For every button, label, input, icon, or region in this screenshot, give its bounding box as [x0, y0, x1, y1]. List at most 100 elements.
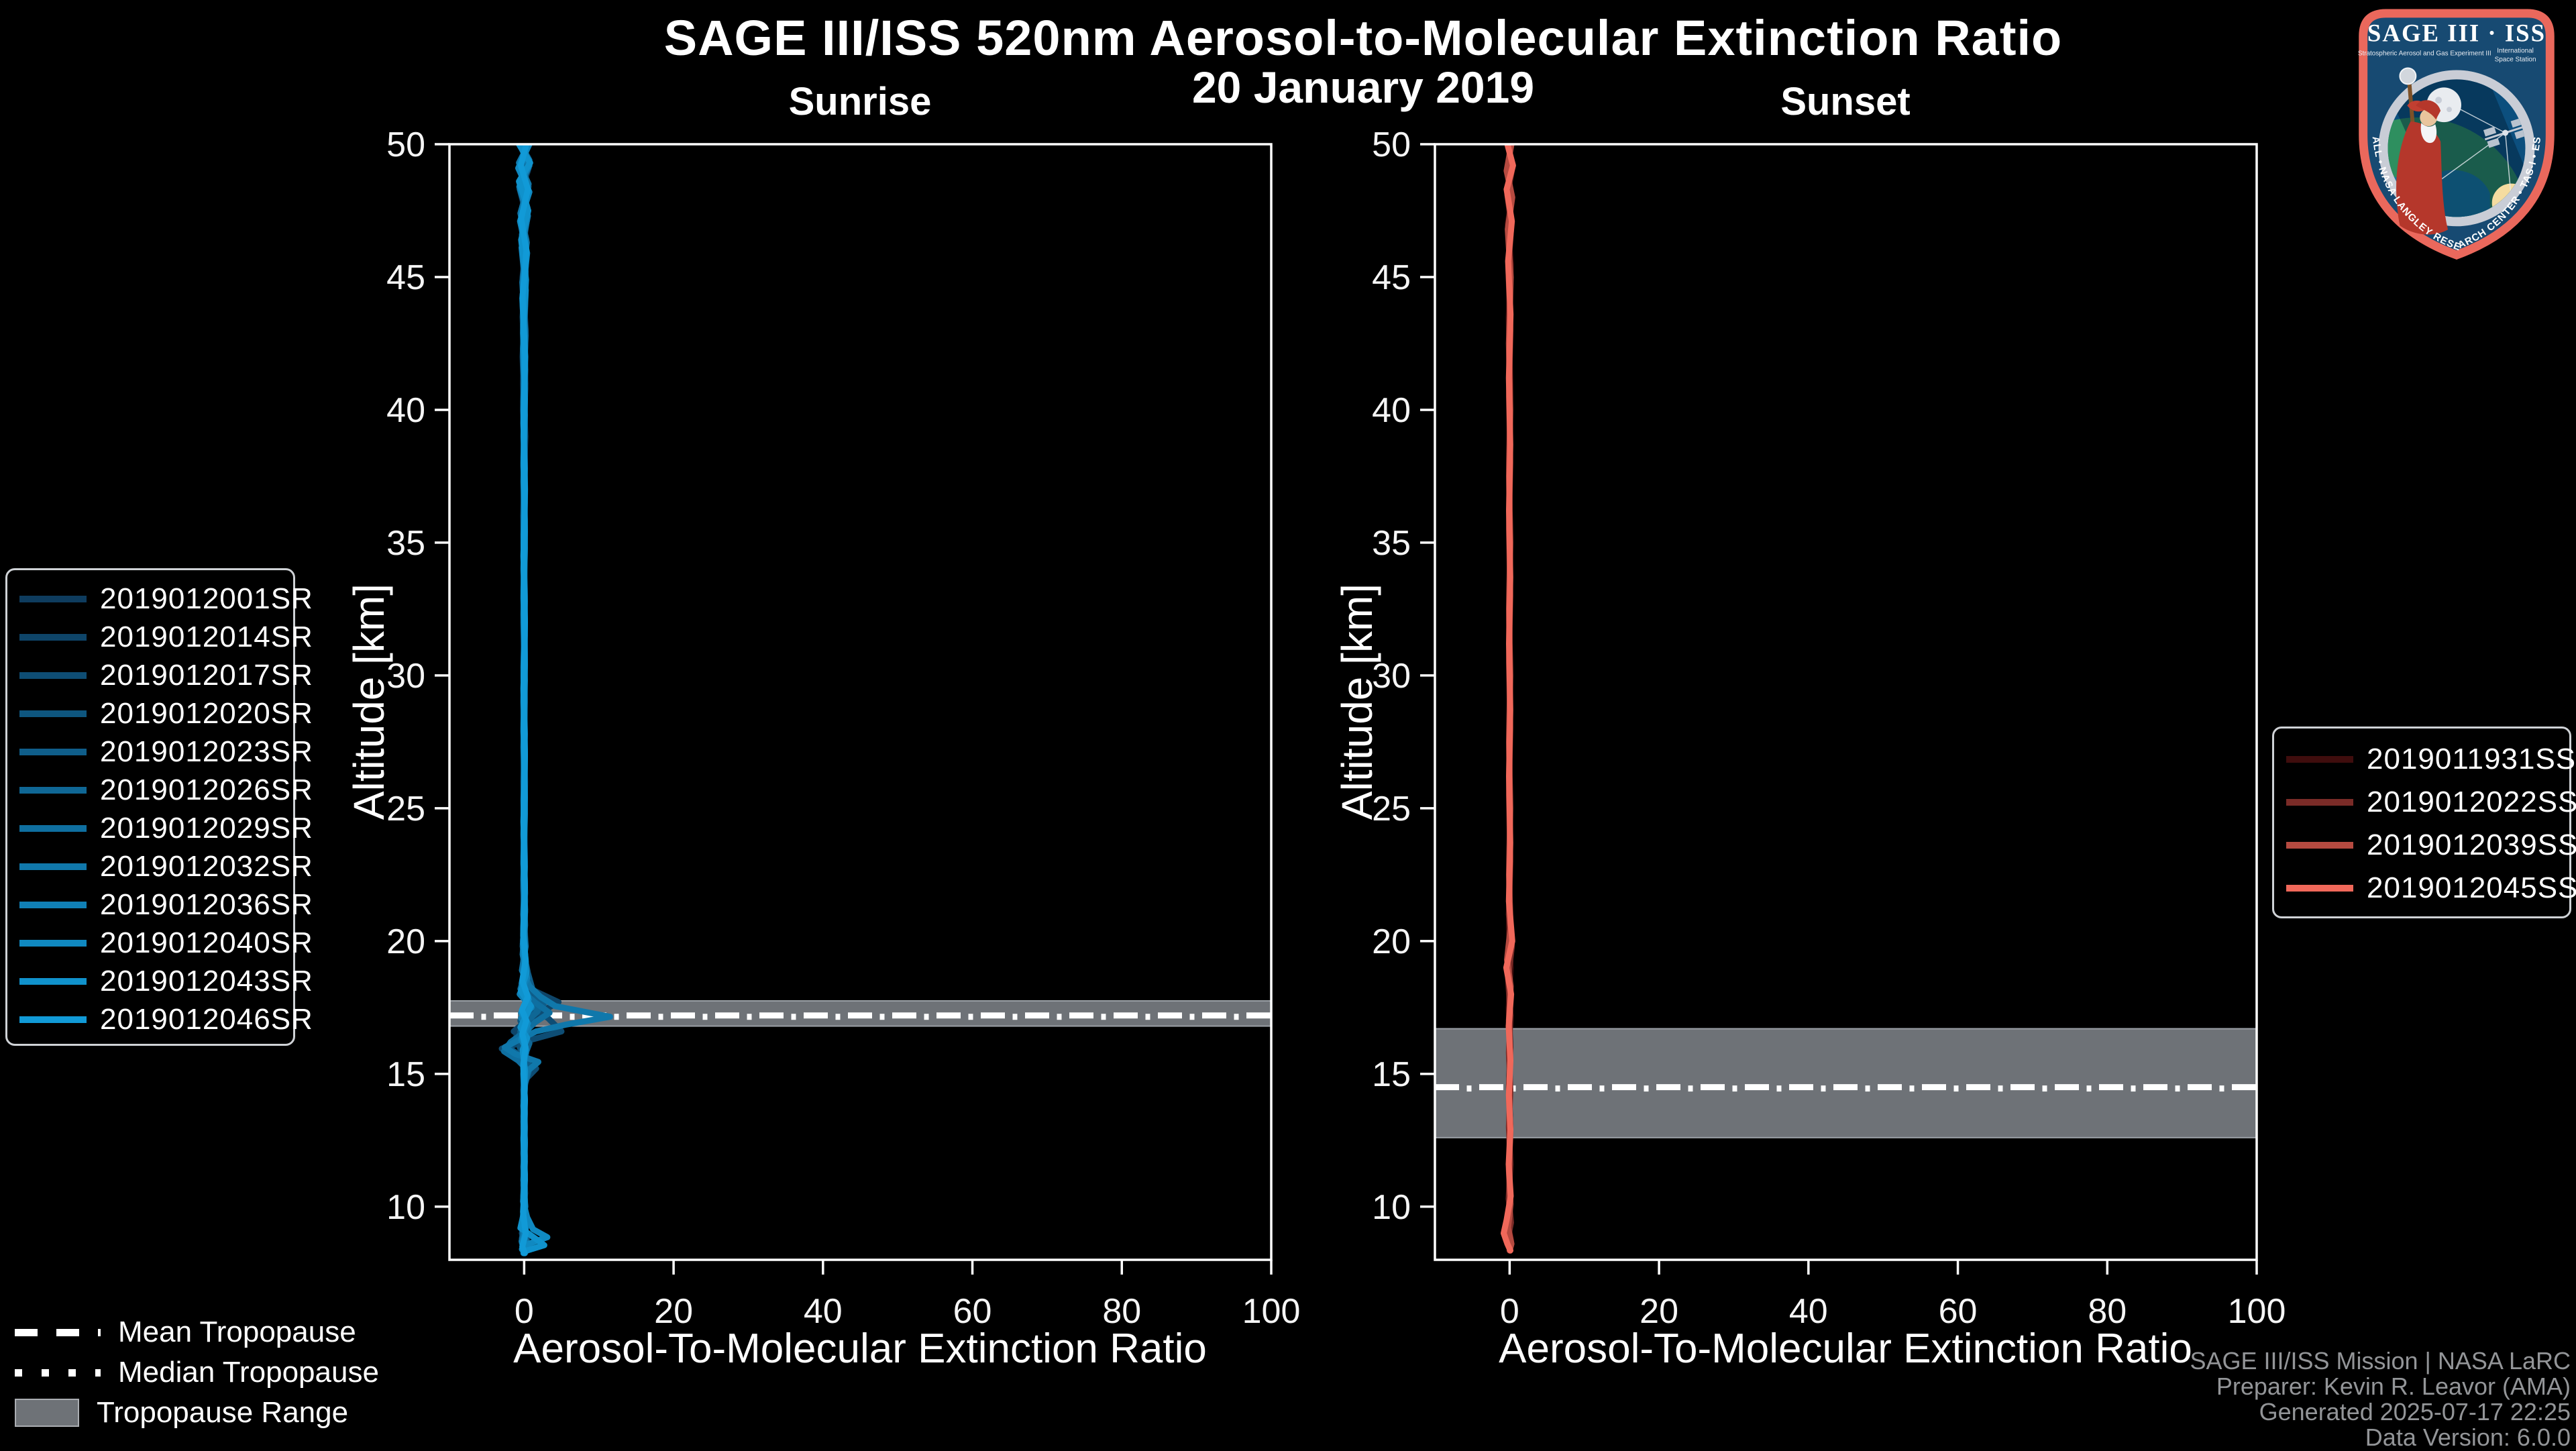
y-tick-label: 45	[386, 258, 425, 297]
x-tick-label: 0	[515, 1292, 534, 1331]
sunset-events-legend: 2019011931SS 2019012022SS 2019012039SS 2019…	[2272, 727, 2576, 918]
legend-event-label: 2019012017SR	[100, 658, 313, 692]
legend-item: 2019012046SR	[19, 1000, 313, 1038]
legend-line-swatch	[2286, 756, 2353, 763]
legend-line-swatch	[19, 786, 87, 794]
beard	[2420, 123, 2437, 144]
x-tick-label: 40	[1789, 1292, 1828, 1331]
y-tick-label: 50	[386, 125, 425, 164]
y-tick-label: 35	[386, 524, 425, 563]
sage-iss-mission-patch-logo: SAGE III · ISS Stratospheric Aerosol and…	[2343, 4, 2555, 260]
x-tick-label: 40	[804, 1292, 843, 1331]
staff-orb	[2399, 67, 2417, 85]
x-tick-label: 0	[1500, 1292, 1519, 1331]
legend-item: 2019012014SR	[19, 618, 313, 656]
y-tick-label: 25	[386, 790, 425, 828]
legend-line-swatch	[19, 633, 87, 641]
x-tick-label: 60	[953, 1292, 992, 1331]
legend-item: 2019012032SR	[19, 847, 313, 885]
y-tick-label: 10	[386, 1188, 425, 1227]
y-tick-label: 30	[386, 657, 425, 696]
x-tick-label: 20	[654, 1292, 693, 1331]
legend-event-label: 2019012026SR	[100, 773, 313, 806]
panel-title-sunset: Sunset	[1780, 80, 1911, 123]
page-title: SAGE III/ISS 520nm Aerosol-to-Molecular …	[663, 10, 2063, 66]
legend-item: 2019012036SR	[19, 885, 313, 924]
x-tick-label: 80	[1102, 1292, 1141, 1331]
panel-title-sunrise: Sunrise	[788, 80, 932, 123]
logo-subtitle-left: Stratospheric Aerosol and Gas Experiment…	[2358, 50, 2491, 58]
dashed-line-swatch	[15, 1328, 101, 1336]
legend-item: 2019012045SS	[2286, 867, 2576, 910]
attribution-line: SAGE III/ISS Mission | NASA LaRC	[2190, 1347, 2571, 1375]
y-tick-label: 10	[1372, 1188, 1411, 1227]
legend-event-label: 2019012046SR	[100, 1002, 313, 1036]
legend-item: 2019011931SS	[2286, 738, 2575, 781]
legend-line-swatch	[2286, 885, 2353, 892]
legend-event-label: 2019012045SS	[2367, 871, 2576, 904]
legend-line-swatch	[19, 748, 87, 755]
legend-event-label: 2019012036SR	[100, 888, 313, 921]
logo-subtitle-right-2: Space Station	[2495, 56, 2536, 64]
legend-event-label: 2019012001SR	[100, 582, 313, 615]
profile-2019012045SS	[1501, 144, 1516, 1254]
legend-item: 2019012017SR	[19, 656, 313, 694]
moon-crater	[2447, 107, 2453, 113]
y-tick-label: 35	[1372, 524, 1411, 563]
hood	[2416, 100, 2441, 120]
date-subtitle: 20 January 2019	[1191, 62, 1535, 112]
y-tick-label: 45	[1372, 258, 1411, 297]
y-axis-label-sunset: Altitude [km]	[1333, 583, 1381, 820]
band-swatch	[15, 1399, 79, 1427]
legend-line-swatch	[19, 710, 87, 717]
legend-item: 2019012023SR	[19, 733, 313, 771]
x-axis-label-sunrise: Aerosol-To-Molecular Extinction Ratio	[513, 1326, 1207, 1372]
legend-item: 2019012020SR	[19, 694, 313, 733]
profile-2019012046SR	[517, 144, 531, 1256]
legend-event-label: 2019012020SR	[100, 696, 313, 730]
legend-item: 2019012029SR	[19, 809, 313, 847]
legend-event-label: 2019012040SR	[100, 926, 313, 959]
legend-label: Median Tropopause	[118, 1356, 379, 1389]
y-axis-label-sunrise: Altitude [km]	[345, 583, 393, 820]
legend-line-swatch	[2286, 799, 2353, 806]
legend-label: Mean Tropopause	[118, 1315, 356, 1348]
y-tick-label: 20	[1372, 922, 1411, 961]
y-tick-label: 40	[386, 391, 425, 430]
legend-label: Tropopause Range	[97, 1396, 349, 1429]
y-tick-label: 50	[1372, 125, 1411, 164]
y-tick-label: 20	[386, 922, 425, 961]
legend-item: 2019012040SR	[19, 924, 313, 962]
x-tick-label: 80	[2088, 1292, 2127, 1331]
legend-item: 2019012043SR	[19, 962, 313, 1000]
legend-line-swatch	[2286, 842, 2353, 849]
attribution-block: SAGE III/ISS Mission | NASA LaRC Prepare…	[2190, 1348, 2571, 1450]
legend-line-swatch	[19, 824, 87, 832]
logo-subtitle-right-1: International	[2497, 48, 2534, 55]
attribution-line: Data Version: 6.0.0	[2365, 1423, 2571, 1451]
panel-sunrise: 0 20 40 60 80 100 10 15 20 25 30 35 40 45 50	[386, 125, 1300, 1331]
logo-title-text: SAGE III · ISS	[2367, 19, 2546, 47]
legend-item: 2019012001SR	[19, 580, 313, 618]
legend-line-swatch	[19, 901, 87, 908]
legend-line-swatch	[19, 671, 87, 679]
attribution-line: Generated 2025-07-17 22:25	[2259, 1398, 2571, 1426]
legend-item: 2019012022SS	[2286, 781, 2576, 824]
x-axis-label-sunset: Aerosol-To-Molecular Extinction Ratio	[1499, 1326, 2192, 1372]
profile-2019012017SR	[498, 144, 565, 1255]
legend-row-mean-tropopause: Mean Tropopause	[15, 1312, 379, 1352]
legend-event-label: 2019012032SR	[100, 849, 313, 883]
y-tick-label: 30	[1372, 657, 1411, 696]
legend-event-label: 2019012043SR	[100, 964, 313, 998]
x-tick-label: 100	[1242, 1292, 1301, 1331]
legend-event-label: 2019012022SS	[2367, 786, 2576, 818]
tropopause-legend: Mean Tropopause Median Tropopause Tropop…	[15, 1312, 379, 1433]
legend-event-label: 2019011931SS	[2367, 743, 2576, 775]
legend-event-label: 2019012029SR	[100, 811, 313, 845]
sunrise-profiles	[498, 144, 613, 1256]
y-tick-label: 25	[1372, 790, 1411, 828]
axes-frame	[1434, 143, 2258, 1261]
dotted-line-swatch	[15, 1368, 101, 1377]
robe	[2396, 121, 2449, 235]
